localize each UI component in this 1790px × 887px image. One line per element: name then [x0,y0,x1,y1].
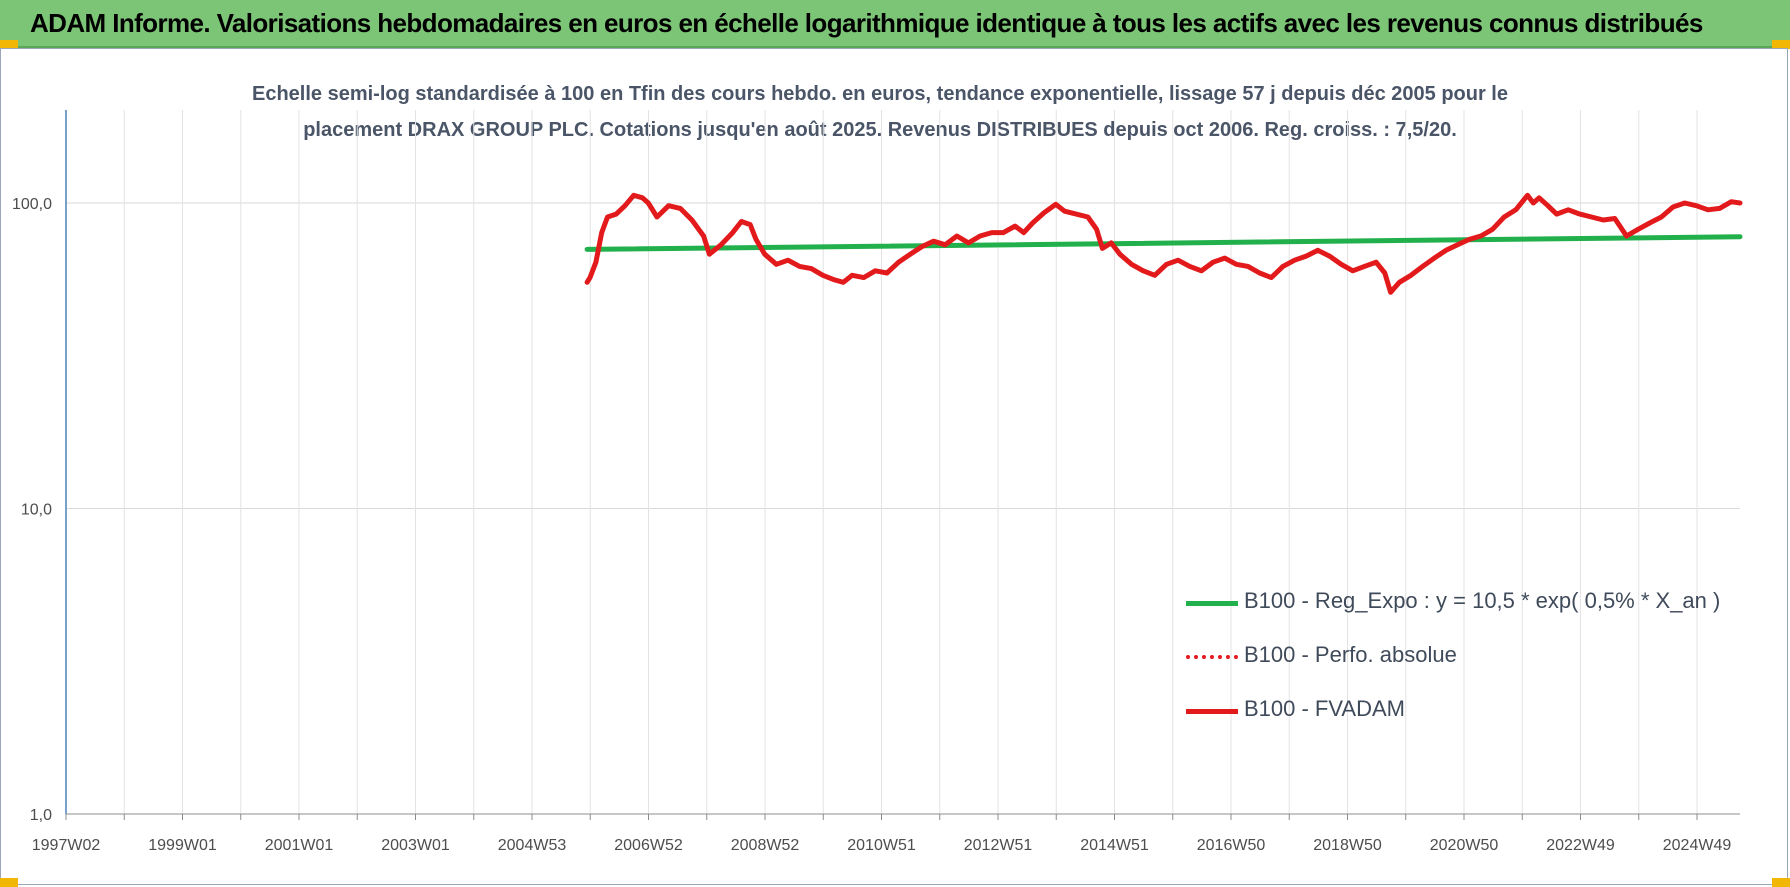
legend-swatch-fvadam [1186,709,1238,714]
app-header: ADAM Informe. Valorisations hebdomadaire… [0,0,1790,48]
x-tick-label: 2003W01 [381,837,450,854]
corner-marker-top-right [1772,40,1790,49]
y-tick-label: 100,0 [12,196,52,213]
x-tick-label: 2022W49 [1546,837,1615,854]
x-tick-label: 1997W02 [32,837,101,854]
legend-label-perfo-absolue: B100 - Perfo. absolue [1244,642,1457,667]
corner-marker-bottom-left [0,878,18,887]
chart-frame [0,48,1788,885]
x-tick-label: 2024W49 [1663,837,1732,854]
x-tick-label: 1999W01 [148,837,217,854]
x-tick-label: 2012W51 [964,837,1033,854]
legend-swatch-perfo-absolue [1186,655,1238,659]
x-tick-label: 2014W51 [1080,837,1149,854]
series-line-reg-expo [584,234,1743,252]
legend-swatch-reg-expo [1186,601,1238,606]
series-layer [584,192,1743,295]
page-title: ADAM Informe. Valorisations hebdomadaire… [30,8,1703,38]
y-tick-label: 10,0 [21,502,52,519]
legend-label-reg-expo: B100 - Reg_Expo : y = 10,5 * exp( 0,5% *… [1244,588,1721,613]
grid-layer [65,110,1740,815]
chart-title: Echelle semi-log standardisée à 100 en T… [180,76,1580,148]
x-tick-label: 2008W52 [731,837,800,854]
x-tick-label: 2020W50 [1430,837,1499,854]
x-tick-label: 2006W52 [614,837,683,854]
x-tick-label: 2016W50 [1197,837,1266,854]
series-line-fvadam [584,192,1743,295]
axis-layer: 1,0 10,0 100,0 1997W02 1999W01 2001W01 2003W01… [12,110,1740,854]
x-tick-label: 2010W51 [847,837,916,854]
chart-title-line-2: placement DRAX GROUP PLC. Cotations jusq… [303,119,1457,141]
x-tick-label: 2001W01 [265,837,334,854]
corner-marker-top-left [0,40,18,49]
legend-label-fvadam: B100 - FVADAM [1244,696,1405,721]
chart-title-line-1: Echelle semi-log standardisée à 100 en T… [252,83,1508,105]
x-tick-label: 2018W50 [1313,837,1382,854]
y-tick-label: 1,0 [30,807,52,824]
corner-marker-bottom-right [1772,878,1790,887]
x-tick-label: 2004W53 [498,837,567,854]
